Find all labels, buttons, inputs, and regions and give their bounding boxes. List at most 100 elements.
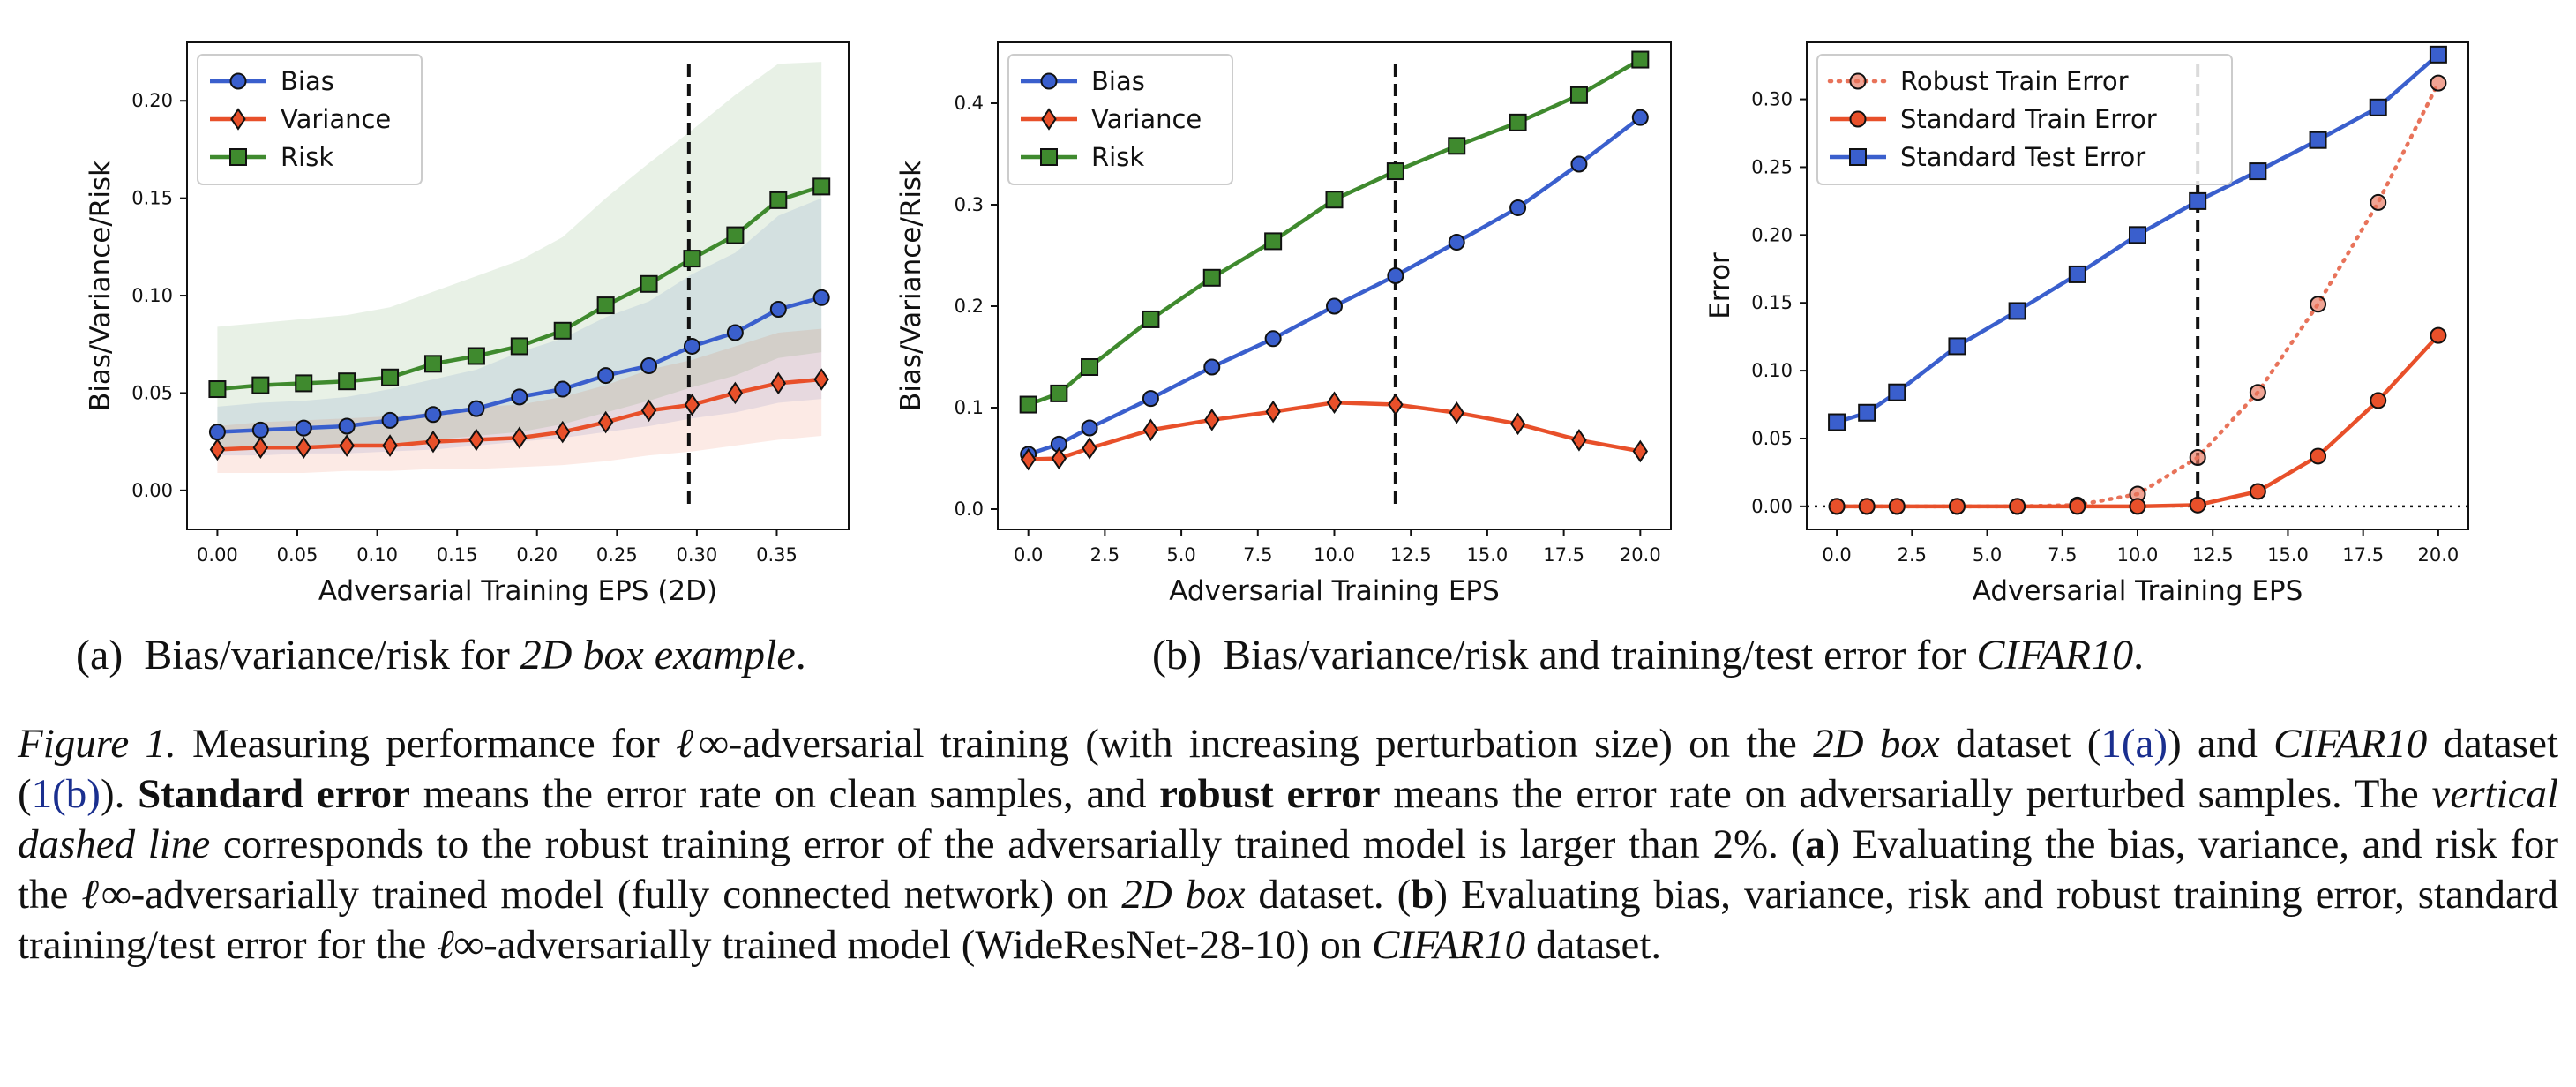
chart-c-legend-box (1816, 54, 2233, 185)
subcaption-a-label: (a) (76, 632, 124, 678)
caption-bold: robust error (1159, 771, 1381, 817)
chart-c-legend-marker-2 (1849, 148, 1867, 166)
chart-b-point-1-11 (1632, 439, 1649, 463)
chart-b-point-2-3 (1142, 310, 1160, 328)
chart-b-point-1-2 (1082, 437, 1097, 460)
chart-c-point-1-5 (2069, 498, 2086, 515)
chart-a-point-1-11 (684, 393, 700, 416)
chart-a-point-0-8 (554, 380, 572, 398)
chart-c-legend-marker-1 (1849, 110, 1867, 128)
chart-c-ytick-label: 0.25 (1751, 156, 1793, 177)
chart-c-point-2-11 (2429, 45, 2447, 64)
chart-a-point-1-0 (209, 438, 226, 461)
chart-b-legend-box (1007, 54, 1233, 185)
chart-c-point-2-8 (2249, 162, 2267, 181)
chart-a-point-2-6 (467, 347, 485, 365)
chart-c-point-1-6 (2129, 498, 2146, 515)
chart-c-point-2-9 (2309, 131, 2327, 149)
chart-c-xtick-label: 0.0 (1822, 544, 1851, 566)
subcaption-a-italic: 2D box example (520, 632, 796, 678)
chart-b-point-0-11 (1631, 109, 1649, 126)
chart-a-point-2-3 (338, 372, 356, 391)
chart-a-band-0 (217, 198, 822, 456)
chart-a-point-1-14 (813, 368, 829, 391)
caption-ref-link[interactable]: 1(a) (2100, 721, 2168, 767)
chart-b-legend-label-2: Risk (1091, 142, 1144, 172)
chart-b-point-1-4 (1204, 409, 1220, 431)
caption-text: ) Evaluating the bias, variance, and ris… (18, 821, 2559, 918)
caption-italic: CIFAR10 (1372, 922, 1526, 968)
caption-text: ) Evaluating bias, variance, risk and ro… (18, 872, 2558, 968)
chart-a-ytick-label: 0.10 (131, 285, 173, 306)
chart-a-point-1-4 (382, 434, 398, 457)
chart-b-ytick-label: 0.2 (955, 296, 984, 317)
caption-math: ℓ∞ (676, 721, 729, 767)
chart-b-xtick-label: 15.0 (1467, 544, 1509, 566)
chart-a-point-2-8 (553, 321, 572, 340)
chart-c-ytick-label: 0.15 (1751, 292, 1793, 313)
figure-caption: Figure 1. Measuring performance for ℓ∞-a… (18, 719, 2558, 971)
caption-math: ℓ∞ (81, 872, 131, 918)
chart-b-ytick-label: 0.1 (955, 397, 984, 418)
chart-c-ytick-label: 0.00 (1751, 496, 1793, 517)
chart-b-point-2-0 (1019, 395, 1037, 414)
chart-c-xtick-label: 12.5 (2192, 544, 2234, 566)
chart-a-ytick-label: 0.20 (131, 90, 173, 111)
chart-b-point-1-3 (1142, 418, 1159, 442)
chart-b-legend-label-1: Variance (1091, 104, 1202, 134)
chart-a-xtick-label: 0.35 (756, 544, 798, 566)
chart-a-point-0-4 (381, 411, 399, 429)
chart-b-point-1-5 (1265, 400, 1281, 424)
chart-a-point-2-5 (423, 355, 442, 373)
chart-c-point-0-8 (2249, 384, 2266, 401)
caption-text: corresponds to the robust training error… (210, 821, 1806, 867)
chart-b-point-0-8 (1448, 234, 1465, 251)
chart-a-xtick-label: 0.25 (596, 544, 638, 566)
chart-b-legend-marker-1 (1041, 108, 1057, 131)
chart-a-xlabel: Adversarial Training EPS (2D) (318, 575, 717, 607)
chart-c-point-2-4 (2008, 302, 2026, 320)
chart-c-point-1-8 (2249, 483, 2266, 500)
chart-a-point-2-13 (769, 191, 788, 209)
chart-b-xtick-label: 12.5 (1390, 544, 1432, 566)
caption-italic: CIFAR10 (2273, 721, 2428, 767)
caption-italic: vertical dashed line (18, 771, 2559, 867)
chart-b-xtick-label: 5.0 (1166, 544, 1195, 566)
chart-c-xtick-label: 10.0 (2117, 544, 2159, 566)
chart-c-point-2-1 (1858, 403, 1876, 422)
chart-bias-variance-risk-cifar10: 0.0 2.5 5.0 7.5 10.0 12.5 15.0 17.5 20.0 0.0 0.1 0.… (895, 41, 1672, 607)
chart-a-point-1-3 (339, 434, 355, 457)
subcaption-b-italic: CIFAR10 (1976, 632, 2134, 678)
chart-b-ytick-label: 0.4 (955, 93, 984, 114)
chart-b-xtick-label: 20.0 (1620, 544, 1661, 566)
caption-math: ℓ∞ (437, 922, 484, 968)
chart-c-legend-label-2: Standard Test Error (1900, 142, 2145, 172)
chart-c-ytick-label: 0.05 (1751, 428, 1793, 449)
caption-text: dataset. (1525, 922, 1662, 968)
chart-c-point-1-4 (2009, 498, 2026, 515)
chart-b-point-1-10 (1571, 429, 1587, 452)
chart-c-point-2-10 (2369, 98, 2387, 116)
chart-c-xtick-label: 20.0 (2418, 544, 2460, 566)
chart-b-point-0-9 (1509, 199, 1527, 216)
chart-a-ytick-label: 0.00 (131, 480, 173, 501)
chart-c-xlabel: Adversarial Training EPS (1973, 575, 2303, 607)
chart-b-ytick-label: 0.0 (955, 499, 984, 520)
caption-text: ). (100, 771, 139, 817)
chart-error-cifar10: 0.0 2.5 5.0 7.5 10.0 12.5 15.0 17.5 20.0 0.00 0.05… (1704, 41, 2469, 607)
chart-b-point-1-9 (1509, 412, 1526, 436)
chart-a-legend-marker-1 (230, 108, 246, 131)
chart-b-point-1-6 (1326, 391, 1343, 415)
subcaption-b-end: . (2133, 632, 2145, 678)
chart-a-point-0-7 (511, 388, 528, 406)
chart-a-point-1-12 (727, 381, 744, 405)
chart-a-point-1-1 (252, 436, 269, 460)
caption-ref-link[interactable]: 1(b) (31, 771, 101, 817)
chart-c-legend-label-1: Standard Train Error (1900, 104, 2157, 134)
chart-a-xtick-label: 0.15 (437, 544, 478, 566)
chart-c-point-2-3 (1948, 337, 1966, 356)
chart-a-point-2-14 (812, 177, 831, 196)
chart-b-xtick-label: 2.5 (1090, 544, 1120, 566)
caption-text: dataset ( (18, 721, 2559, 817)
